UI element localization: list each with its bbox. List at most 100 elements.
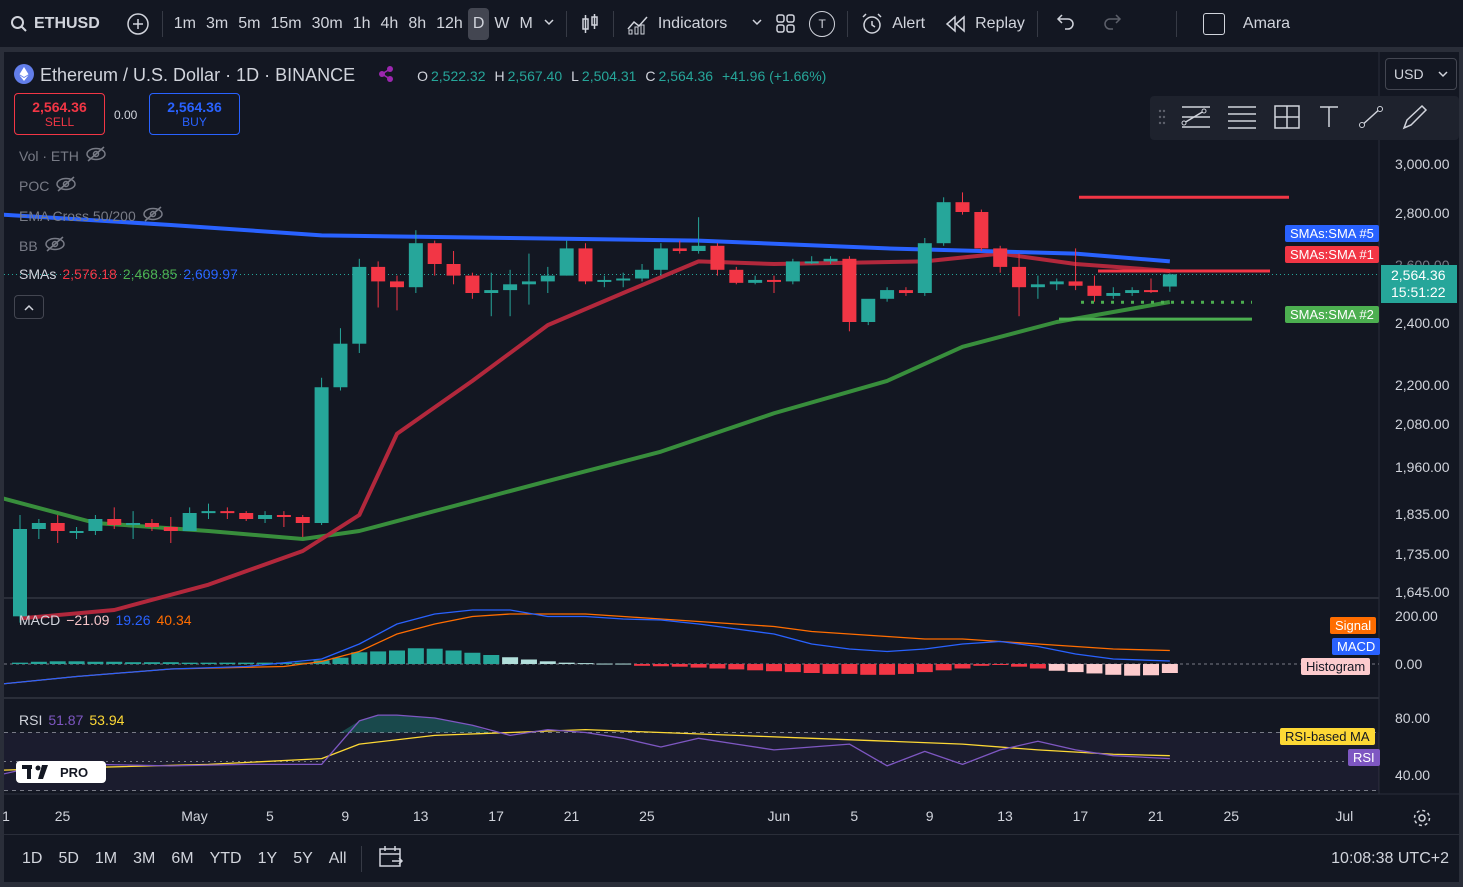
macd-histogram-bar	[822, 664, 839, 674]
range-all[interactable]: All	[328, 849, 347, 867]
text-tool-icon[interactable]	[1316, 103, 1342, 134]
timeframe-30m[interactable]: 30m	[311, 14, 343, 32]
range-1d[interactable]: 1D	[22, 849, 43, 867]
brush-tool-icon[interactable]	[1356, 103, 1386, 134]
price-axis-label: 1,835.00	[1395, 506, 1450, 522]
timeframe-w[interactable]: W	[494, 14, 510, 32]
candle-body	[239, 513, 254, 519]
templates-button[interactable]: T	[803, 8, 841, 40]
sma5-line	[4, 212, 1171, 264]
clock-timezone[interactable]: 10:08:38 UTC+2	[1331, 849, 1449, 867]
smas-legend[interactable]: SMAs 2,576.18 2,468.85 2,609.97	[19, 266, 238, 282]
macd-histogram-bar	[992, 664, 1009, 665]
eye-off-icon[interactable]	[55, 176, 77, 195]
timeframe-8h[interactable]: 8h	[408, 14, 427, 32]
trend-line-tool-icon[interactable]	[1180, 103, 1212, 134]
vol-legend[interactable]: Vol · ETH	[19, 146, 107, 165]
indicators-button[interactable]: Indicators	[620, 8, 769, 40]
range-1m[interactable]: 1M	[94, 849, 118, 867]
buy-price: 2,564.36	[167, 99, 222, 115]
layouts-button[interactable]	[769, 8, 803, 40]
price-axis-label: 1,645.00	[1395, 584, 1450, 600]
eye-off-icon[interactable]	[44, 236, 66, 255]
rsi-overbought-fill	[340, 715, 492, 733]
candle-body	[597, 279, 612, 282]
rsi-ma-value: 53.94	[89, 712, 125, 728]
smas-label: SMAs	[19, 266, 57, 282]
timeframe-1m[interactable]: 1m	[173, 14, 197, 32]
range-5d[interactable]: 5D	[58, 849, 79, 867]
macd-legend[interactable]: MACD −21.09 19.26 40.34	[19, 612, 192, 628]
timeframe-1h[interactable]: 1h	[352, 14, 371, 32]
buy-button[interactable]: 2,564.36 BUY	[149, 93, 240, 135]
currency-select[interactable]: USD	[1385, 58, 1457, 90]
user-menu[interactable]: Amara	[1197, 8, 1296, 40]
candle-body	[1049, 281, 1064, 285]
pencil-tool-icon[interactable]	[1400, 103, 1430, 134]
timeframe-4h[interactable]: 4h	[380, 14, 399, 32]
timeframe-12h[interactable]: 12h	[436, 14, 463, 32]
macd-histogram-bar	[332, 657, 349, 664]
top-toolbar: ETHUSD 1m 3m 5m 15m 30m 1h 4h 8h 12h D W…	[0, 0, 1463, 48]
collapse-legend-button[interactable]	[14, 295, 44, 319]
macd-histogram-bar	[1143, 664, 1159, 676]
measure-tool-icon[interactable]	[1272, 103, 1302, 134]
add-symbol-button[interactable]	[120, 8, 156, 40]
alert-button[interactable]: Alert	[854, 8, 931, 40]
timeframe-5m[interactable]: 5m	[238, 14, 261, 32]
bb-legend[interactable]: BB	[19, 236, 66, 255]
range-ytd[interactable]: YTD	[209, 849, 242, 867]
sell-button[interactable]: 2,564.36 SELL	[14, 93, 105, 135]
candle-body	[578, 248, 593, 282]
candle-body	[653, 248, 668, 270]
timeframe-15m[interactable]: 15m	[270, 14, 302, 32]
macd-histogram-bar	[766, 664, 782, 672]
eye-off-icon[interactable]	[85, 146, 107, 165]
range-5y[interactable]: 5Y	[293, 849, 313, 867]
timeframe-d[interactable]: D	[467, 7, 490, 40]
share-icon[interactable]	[377, 65, 395, 86]
poc-legend[interactable]: POC	[19, 176, 77, 195]
candle-body	[88, 519, 103, 531]
macd-histogram-bar	[709, 664, 726, 669]
range-1y[interactable]: 1Y	[257, 849, 278, 867]
fib-retracement-tool-icon[interactable]	[1226, 103, 1258, 134]
candle-body	[880, 290, 895, 299]
sma1-tag: SMAs:SMA #1	[1285, 246, 1379, 263]
ema-cross-legend[interactable]: EMA Cross 50/200	[19, 206, 164, 225]
timeframe-3m[interactable]: 3m	[206, 14, 229, 32]
replay-button[interactable]: Replay	[939, 8, 1031, 40]
eye-off-icon[interactable]	[142, 206, 164, 225]
time-axis-label: 25	[54, 808, 71, 824]
candle-body	[1125, 290, 1140, 293]
macd-histogram-bar	[389, 650, 405, 664]
calendar-range-icon[interactable]	[378, 845, 404, 872]
bottom-toolbar: 1D 5D 1M 3M 6M YTD 1Y 5Y All 10:08:38 UT…	[4, 834, 1459, 882]
candle-body	[408, 243, 423, 288]
macd-histogram-bar	[313, 660, 330, 664]
range-6m[interactable]: 6M	[171, 849, 194, 867]
rsi-legend[interactable]: RSI 51.87 53.94	[19, 712, 124, 728]
bb-label: BB	[19, 237, 38, 254]
macd-histogram-bar	[652, 664, 669, 667]
macd-histogram-bar	[370, 651, 387, 664]
drag-handle-icon[interactable]	[1158, 108, 1166, 129]
macd-histogram-bar	[841, 664, 858, 674]
macd-histogram-bar	[1067, 664, 1084, 673]
timeframe-dropdown[interactable]	[538, 8, 560, 40]
undo-button[interactable]	[1050, 8, 1082, 40]
macd-line-value: 19.26	[115, 612, 151, 628]
timeframe-m[interactable]: M	[519, 14, 533, 32]
symbol-search[interactable]: ETHUSD	[0, 8, 106, 40]
chart-type-button[interactable]	[573, 8, 607, 40]
redo-button[interactable]	[1096, 8, 1128, 40]
macd-histogram-bar	[954, 664, 971, 669]
rsi-ma-tag: RSI-based MA	[1280, 728, 1375, 745]
range-3m[interactable]: 3M	[133, 849, 156, 867]
last-price: 2,564.36	[1391, 267, 1446, 283]
gear-icon[interactable]	[1412, 808, 1432, 831]
candle-body	[1068, 281, 1083, 286]
rsi-ma-line	[4, 728, 1170, 771]
rsi-axis-bottom: 40.00	[1395, 767, 1431, 783]
